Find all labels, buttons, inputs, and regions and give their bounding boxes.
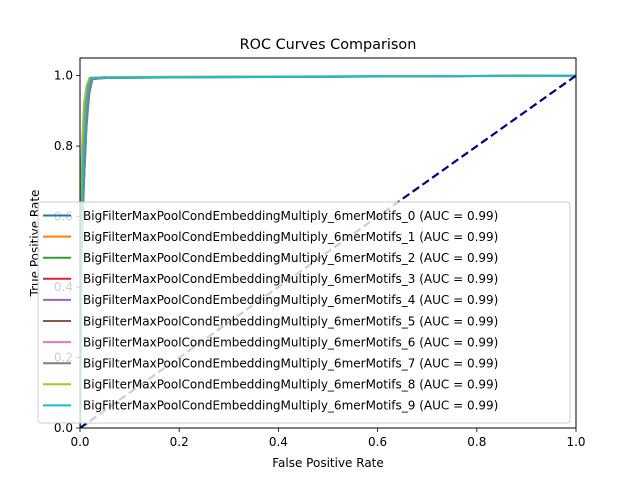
legend-label-5: BigFilterMaxPoolCondEmbeddingMultiply_6m… bbox=[83, 314, 498, 328]
x-axis-label: False Positive Rate bbox=[272, 456, 384, 470]
x-tick-label: 0.2 bbox=[170, 435, 189, 449]
legend-label-8: BigFilterMaxPoolCondEmbeddingMultiply_6m… bbox=[83, 378, 498, 392]
y-tick-label: 0.0 bbox=[54, 421, 73, 435]
legend-label-0: BigFilterMaxPoolCondEmbeddingMultiply_6m… bbox=[83, 209, 498, 223]
x-axis-ticks: 0.0 0.2 0.4 0.6 0.8 1.0 bbox=[70, 428, 586, 449]
y-tick-label: 0.8 bbox=[54, 139, 73, 153]
legend-label-1: BigFilterMaxPoolCondEmbeddingMultiply_6m… bbox=[83, 230, 498, 244]
legend-label-9: BigFilterMaxPoolCondEmbeddingMultiply_6m… bbox=[83, 399, 498, 413]
legend-label-4: BigFilterMaxPoolCondEmbeddingMultiply_6m… bbox=[83, 293, 498, 307]
legend-box bbox=[37, 201, 571, 424]
x-tick-label: 1.0 bbox=[566, 435, 585, 449]
x-tick-label: 0.0 bbox=[70, 435, 89, 449]
legend-label-3: BigFilterMaxPoolCondEmbeddingMultiply_6m… bbox=[83, 272, 498, 286]
x-tick-label: 0.6 bbox=[368, 435, 387, 449]
legend: BigFilterMaxPoolCondEmbeddingMultiply_6m… bbox=[37, 201, 571, 424]
x-tick-label: 0.4 bbox=[269, 435, 288, 449]
legend-label-7: BigFilterMaxPoolCondEmbeddingMultiply_6m… bbox=[83, 357, 498, 371]
x-tick-label: 0.8 bbox=[467, 435, 486, 449]
y-tick-label: 1.0 bbox=[54, 69, 73, 83]
legend-label-6: BigFilterMaxPoolCondEmbeddingMultiply_6m… bbox=[83, 335, 498, 349]
chart-title: ROC Curves Comparison bbox=[240, 37, 417, 53]
legend-label-2: BigFilterMaxPoolCondEmbeddingMultiply_6m… bbox=[83, 251, 498, 265]
